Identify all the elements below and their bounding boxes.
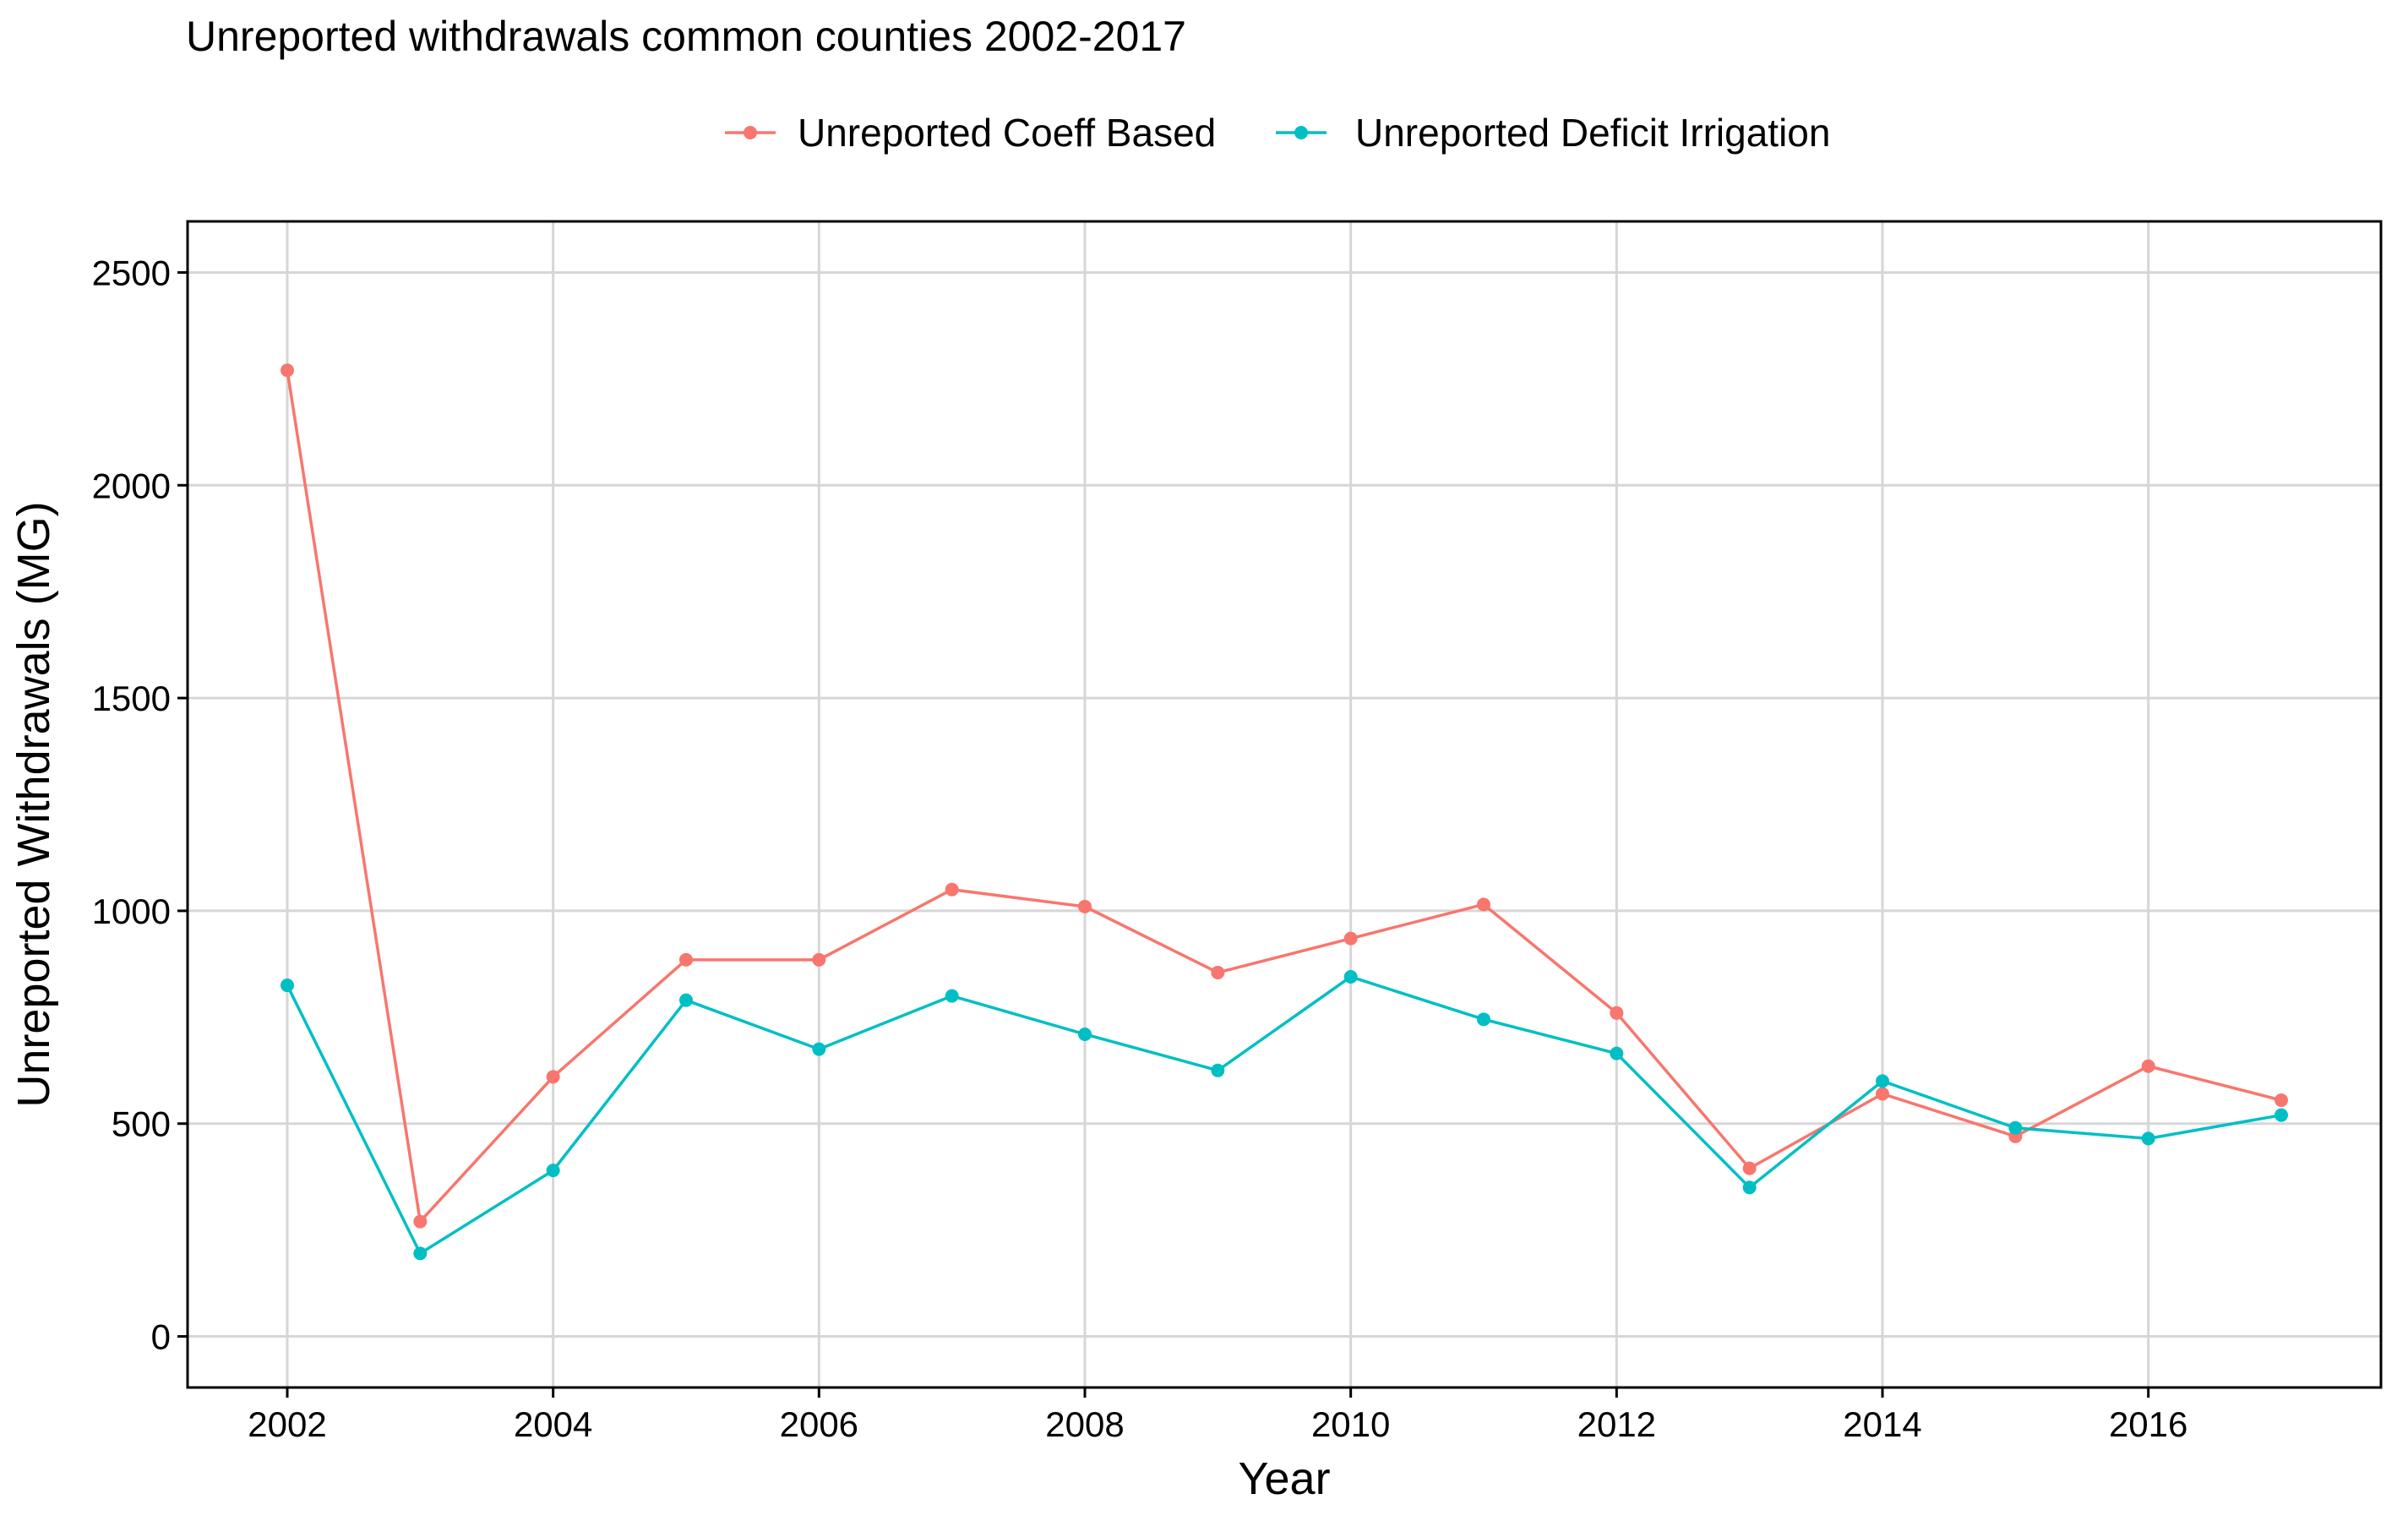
data-point: [546, 1070, 560, 1084]
data-point: [1477, 897, 1490, 912]
data-point: [1610, 1006, 1624, 1020]
series-line: [286, 370, 2282, 1224]
data-point: [679, 952, 693, 967]
y-tick-label: 2500: [92, 253, 171, 292]
data-point: [945, 989, 959, 1003]
x-tick-label: 2010: [1311, 1404, 1390, 1444]
data-point: [1477, 1012, 1490, 1027]
y-axis: 0 500 1000 1500 2000 2500: [92, 253, 188, 1357]
legend-label: Unreported Deficit Irrigation: [1355, 111, 1830, 155]
data-point: [812, 1042, 826, 1056]
series-line: [286, 975, 2282, 1256]
x-tick-label: 2008: [1045, 1404, 1124, 1444]
legend-key-point: [744, 126, 757, 139]
y-tick-label: 2000: [92, 466, 171, 505]
x-axis: 2002 2004 2006 2008 2010 2012 2014 2016: [248, 1387, 2187, 1444]
legend: Unreported Coeff Based Unreported Deficit…: [725, 111, 1830, 155]
legend-item-1: Unreported Deficit Irrigation: [1276, 111, 1830, 155]
x-tick-label: 2014: [1843, 1404, 1921, 1444]
data-point: [812, 952, 826, 967]
data-point: [2008, 1120, 2023, 1135]
y-tick-label: 1500: [92, 679, 171, 718]
legend-item-0: Unreported Coeff Based: [725, 111, 1216, 155]
data-point: [2275, 1108, 2288, 1122]
data-point: [1343, 969, 1358, 984]
series-1: [281, 969, 2288, 1261]
data-point: [281, 363, 294, 378]
x-tick-label: 2012: [1577, 1404, 1656, 1444]
legend-label: Unreported Coeff Based: [798, 111, 1216, 155]
x-axis-title: Year: [1238, 1453, 1330, 1504]
gridlines: [188, 221, 2381, 1387]
data-point: [1211, 965, 1225, 979]
data-point: [1078, 899, 1092, 913]
data-point: [546, 1164, 560, 1178]
plot-panel-border: [186, 220, 2383, 1389]
y-tick-label: 500: [112, 1104, 171, 1144]
data-point: [2141, 1059, 2155, 1073]
data-point: [2275, 1093, 2288, 1108]
data-point: [281, 979, 294, 993]
data-point: [1610, 1046, 1624, 1060]
data-point: [1876, 1087, 1889, 1101]
series-0: [281, 363, 2288, 1229]
x-tick-label: 2004: [514, 1404, 592, 1444]
data-point: [413, 1246, 428, 1261]
y-tick-label: 1000: [92, 891, 171, 931]
legend-key-point: [1294, 126, 1308, 139]
x-tick-label: 2006: [780, 1404, 858, 1444]
data-point: [1876, 1074, 1889, 1088]
data-point: [679, 993, 693, 1007]
y-axis-title: Unreported Withdrawals (MG): [8, 501, 59, 1107]
data-point: [1078, 1027, 1092, 1041]
data-point: [1742, 1180, 1757, 1195]
x-tick-label: 2002: [248, 1404, 326, 1444]
data-point: [1211, 1063, 1225, 1077]
data-point: [413, 1214, 428, 1229]
chart-title: Unreported withdrawals common counties 2…: [186, 13, 1186, 60]
x-tick-label: 2016: [2109, 1404, 2187, 1444]
data-point: [1343, 931, 1358, 946]
data-point: [2141, 1131, 2155, 1146]
y-tick-label: 0: [151, 1317, 171, 1357]
data-point: [1742, 1161, 1757, 1175]
data-point: [945, 882, 959, 897]
series-group: [281, 363, 2288, 1261]
